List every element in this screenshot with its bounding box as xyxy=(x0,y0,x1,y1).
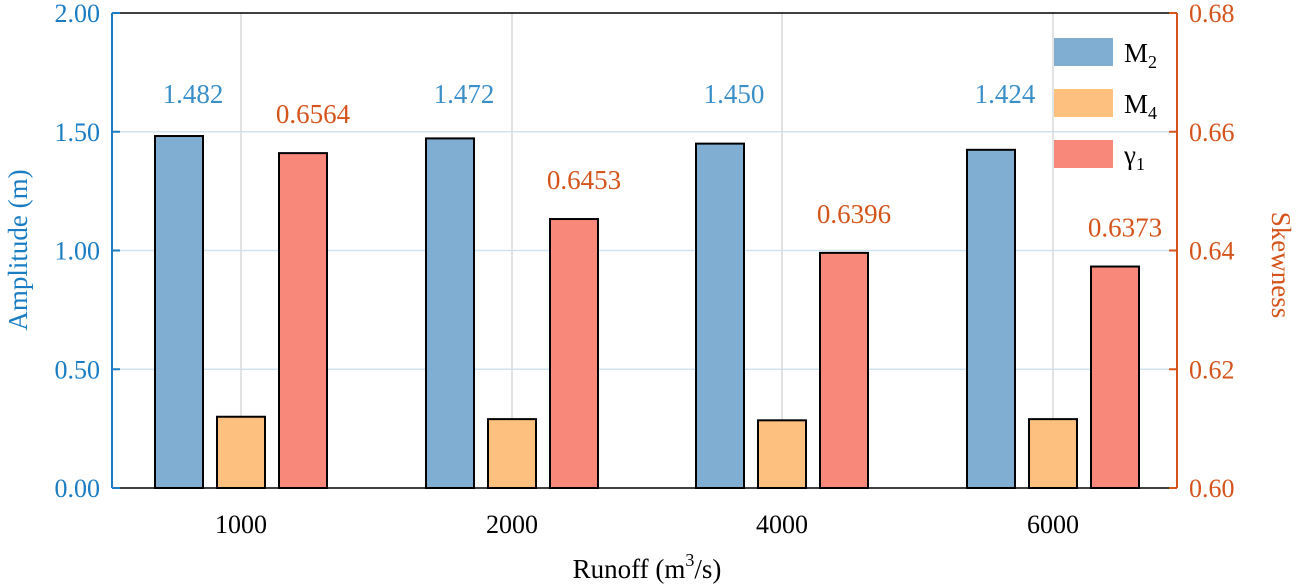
tick-label-right: 0.62 xyxy=(1189,355,1235,384)
bar-gamma1 xyxy=(1090,265,1140,489)
data-labels: 1.482 1.472 1.450 1.424 0.6564 0.6453 0.6396 0.… xyxy=(163,79,1163,243)
legend-swatch-gamma1 xyxy=(1054,140,1113,168)
bar-m4 xyxy=(216,415,266,489)
bar-m2 xyxy=(966,148,1016,490)
y-axis-title-right: Skewness xyxy=(1266,212,1296,319)
bar-m2 xyxy=(695,142,745,489)
bar-m4 xyxy=(1028,418,1078,489)
tick-label-x: 6000 xyxy=(1027,510,1079,539)
data-label-gamma1: 0.6373 xyxy=(1088,213,1162,243)
legend-swatch-m2 xyxy=(1054,38,1113,66)
axis-titles: Amplitude (m) Skewness Runoff (m3/s) xyxy=(3,169,1296,584)
tick-label-x: 4000 xyxy=(756,510,808,539)
data-label-gamma1: 0.6564 xyxy=(276,99,351,129)
legend-swatch-m4 xyxy=(1054,89,1113,117)
bar-m4 xyxy=(757,419,807,489)
tick-label-left: 1.00 xyxy=(55,237,101,266)
bars xyxy=(154,135,1140,490)
axes xyxy=(111,12,1178,489)
tick-label-x: 1000 xyxy=(215,510,267,539)
tick-label-right: 0.64 xyxy=(1189,237,1235,266)
x-axis-title: Runoff (m3/s) xyxy=(573,550,722,584)
data-label-m2: 1.472 xyxy=(434,79,495,109)
tick-label-right: 0.66 xyxy=(1189,118,1235,147)
bar-m2 xyxy=(154,135,204,489)
tick-label-left: 1.50 xyxy=(55,118,101,147)
legend-label-m4: M4 xyxy=(1124,89,1157,123)
data-label-gamma1: 0.6396 xyxy=(817,199,891,229)
legend-label-m2: M2 xyxy=(1124,38,1157,72)
bar-gamma1 xyxy=(549,218,599,489)
legend: M2 M4 γ1 xyxy=(1054,38,1157,174)
data-label-gamma1: 0.6453 xyxy=(547,165,621,195)
tick-label-left: 0.50 xyxy=(55,355,101,384)
data-label-m2: 1.424 xyxy=(975,79,1036,109)
data-label-m2: 1.482 xyxy=(163,79,224,109)
bar-gamma1 xyxy=(819,251,869,489)
bar-m4 xyxy=(487,418,537,489)
bar-m2 xyxy=(425,137,475,489)
tick-label-right: 0.60 xyxy=(1189,474,1235,503)
tick-label-right: 0.68 xyxy=(1189,0,1235,28)
tick-label-left: 0.00 xyxy=(55,474,101,503)
data-label-m2: 1.450 xyxy=(704,79,765,109)
tick-labels: 0.00 0.50 1.00 1.50 2.00 0.60 0.62 0.64 0.66 0.68… xyxy=(55,0,1235,539)
bar-gamma1 xyxy=(278,152,328,489)
tick-label-x: 2000 xyxy=(486,510,538,539)
legend-label-gamma1: γ1 xyxy=(1123,140,1145,174)
y-axis-title-left: Amplitude (m) xyxy=(3,169,33,330)
tick-label-left: 2.00 xyxy=(55,0,101,28)
